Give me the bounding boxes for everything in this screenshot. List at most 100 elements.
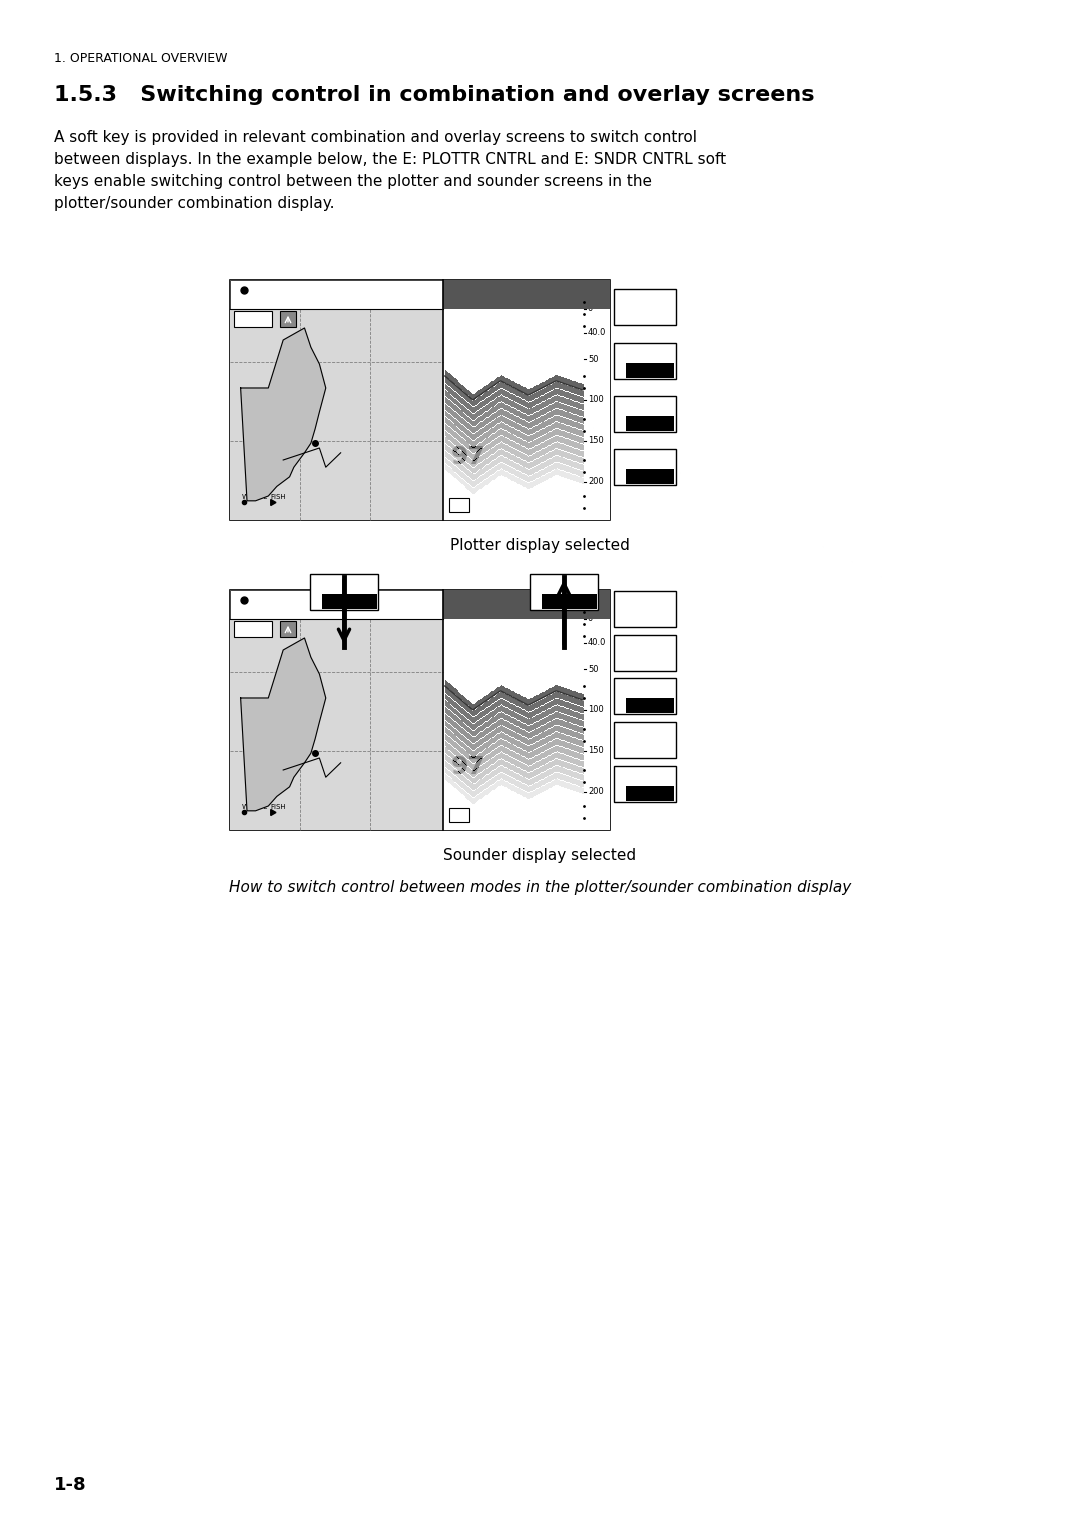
Bar bbox=[575, 435, 576, 442]
Bar bbox=[579, 471, 580, 477]
Bar bbox=[530, 408, 531, 414]
Bar bbox=[578, 773, 579, 779]
Bar bbox=[494, 697, 495, 703]
Bar bbox=[498, 773, 500, 779]
Text: MODE: MODE bbox=[627, 345, 656, 354]
Bar bbox=[483, 468, 484, 474]
Bar bbox=[458, 469, 459, 475]
Bar bbox=[553, 714, 554, 720]
Bar bbox=[554, 726, 555, 732]
Bar bbox=[447, 683, 448, 688]
Bar bbox=[514, 718, 515, 724]
Bar bbox=[524, 420, 525, 426]
Bar bbox=[577, 759, 578, 766]
Bar bbox=[529, 435, 530, 442]
Bar bbox=[626, 469, 674, 484]
Bar bbox=[462, 466, 463, 472]
Bar bbox=[528, 443, 529, 449]
Bar bbox=[562, 437, 563, 443]
Bar bbox=[310, 575, 378, 610]
Bar bbox=[460, 694, 461, 700]
Bar bbox=[322, 594, 377, 610]
Bar bbox=[502, 469, 503, 475]
Bar bbox=[473, 717, 474, 723]
Bar bbox=[550, 715, 551, 721]
Bar bbox=[500, 410, 501, 416]
Bar bbox=[567, 419, 568, 425]
Bar bbox=[575, 704, 576, 711]
Bar bbox=[495, 474, 496, 478]
Bar bbox=[515, 396, 516, 402]
Bar bbox=[572, 414, 573, 420]
Bar bbox=[448, 454, 449, 460]
Bar bbox=[501, 718, 502, 724]
Bar bbox=[541, 390, 542, 396]
Bar bbox=[566, 776, 567, 782]
Bar bbox=[490, 746, 491, 752]
Bar bbox=[498, 457, 500, 463]
Bar bbox=[578, 437, 579, 442]
Bar bbox=[485, 782, 486, 788]
Bar bbox=[461, 749, 462, 755]
Bar bbox=[558, 746, 559, 752]
Bar bbox=[579, 396, 580, 402]
Bar bbox=[522, 776, 524, 782]
Bar bbox=[492, 718, 494, 723]
Bar bbox=[480, 726, 481, 732]
Bar bbox=[528, 416, 529, 422]
Bar bbox=[563, 377, 564, 384]
Bar bbox=[519, 701, 521, 707]
Bar bbox=[509, 426, 510, 432]
Bar bbox=[446, 411, 447, 417]
Bar bbox=[517, 761, 518, 767]
Bar bbox=[529, 759, 530, 766]
Bar bbox=[575, 738, 576, 744]
Bar bbox=[548, 400, 549, 405]
Bar bbox=[576, 759, 577, 764]
Bar bbox=[446, 405, 447, 411]
Bar bbox=[553, 686, 554, 692]
Bar bbox=[568, 460, 570, 466]
Bar bbox=[486, 707, 488, 714]
Bar bbox=[555, 732, 556, 738]
Bar bbox=[459, 767, 460, 772]
Bar bbox=[522, 697, 524, 701]
Bar bbox=[486, 458, 488, 465]
Bar bbox=[495, 399, 496, 405]
Bar bbox=[567, 770, 568, 775]
Bar bbox=[483, 481, 484, 487]
Text: B: B bbox=[616, 637, 623, 648]
Bar bbox=[534, 420, 536, 426]
Bar bbox=[564, 377, 565, 384]
Bar bbox=[495, 406, 496, 411]
Bar bbox=[522, 730, 524, 735]
Bar bbox=[458, 428, 459, 434]
Bar bbox=[550, 729, 551, 735]
Bar bbox=[561, 733, 562, 740]
Bar bbox=[552, 458, 553, 463]
Bar bbox=[537, 480, 538, 484]
Bar bbox=[576, 382, 577, 388]
Bar bbox=[552, 781, 553, 787]
Bar bbox=[575, 422, 576, 428]
Bar bbox=[484, 770, 485, 776]
Bar bbox=[577, 779, 578, 785]
Bar bbox=[500, 779, 501, 785]
Bar bbox=[524, 758, 525, 762]
Bar bbox=[480, 747, 481, 752]
Bar bbox=[467, 416, 468, 422]
Bar bbox=[544, 455, 545, 460]
Bar bbox=[580, 733, 582, 740]
Bar bbox=[579, 706, 580, 712]
Bar bbox=[472, 442, 473, 446]
Bar bbox=[580, 384, 582, 390]
Bar bbox=[526, 698, 527, 704]
Bar bbox=[465, 475, 467, 481]
Bar bbox=[542, 692, 543, 698]
Bar bbox=[451, 376, 454, 382]
Bar bbox=[522, 460, 524, 466]
Bar bbox=[531, 475, 532, 481]
Bar bbox=[566, 466, 567, 472]
Bar bbox=[554, 692, 555, 698]
Bar bbox=[579, 694, 580, 698]
